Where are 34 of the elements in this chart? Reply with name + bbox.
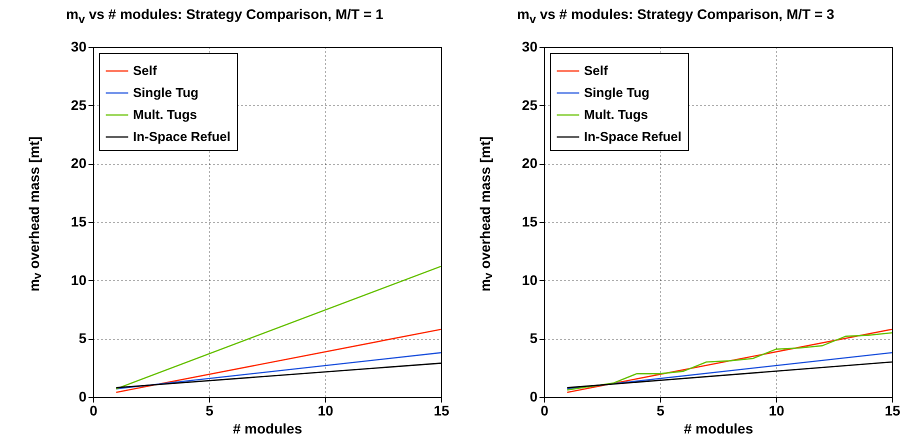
legend-label: Single Tug [584,85,650,100]
legend-label: Self [133,63,158,78]
legend-label: In-Space Refuel [133,129,231,144]
chart-title: m$_{v}$ vs # modules: Strategy Comparison, M/T = 3 [517,6,834,26]
y-tick-label: 0 [530,388,538,404]
x-tick-label: 15 [434,402,450,418]
legend-label: In-Space Refuel [584,129,682,144]
x-tick-label: 10 [318,402,334,418]
legend-label: Mult. Tugs [584,107,648,122]
y-tick-label: 25 [522,96,538,113]
y-tick-label: 15 [70,214,87,230]
x-axis-title: # modules [684,420,754,436]
y-tick-label: 20 [522,155,538,172]
y-tick-label: 30 [70,38,87,54]
x-tick-label: 5 [206,402,214,418]
x-tick-label: 5 [656,402,665,418]
y-tick-label: 25 [70,96,87,113]
legend-label: Single Tug [133,85,199,100]
y-tick-label: 0 [78,388,87,404]
x-axis-title: # modules [232,420,302,436]
x-tick-label: 15 [884,402,900,418]
y-tick-label: 10 [70,272,87,288]
legend-label: Self [584,63,609,78]
y-tick-label: 5 [530,330,538,346]
y-tick-label: 15 [522,214,538,230]
y-tick-label: 20 [70,155,87,172]
x-tick-label: 10 [768,402,784,418]
y-tick-label: 10 [522,272,538,288]
legend-label: Mult. Tugs [133,107,198,122]
y-tick-label: 5 [78,330,87,346]
x-tick-label: 0 [90,402,98,418]
y-tick-label: 30 [522,38,538,54]
chart-title: m$_{v}$ vs # modules: Strategy Comparison, M/T = 1 [66,6,384,26]
x-tick-label: 0 [540,402,549,418]
